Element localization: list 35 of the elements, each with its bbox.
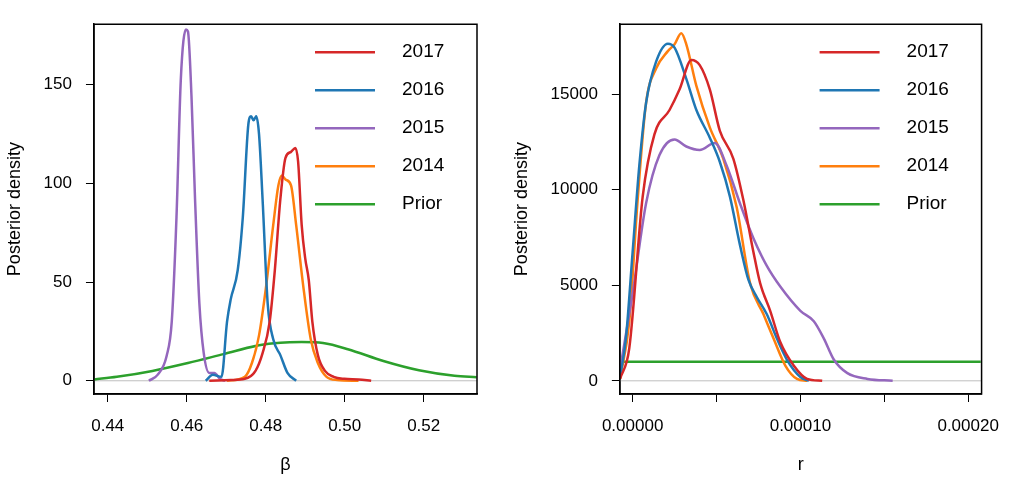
x-axis-title: r: [797, 454, 804, 475]
legend-label: Prior: [402, 192, 443, 214]
x-tick-label: 0.50: [328, 415, 362, 435]
x-tick-label: 0.00010: [769, 415, 832, 435]
x-tick-label: 0.46: [170, 415, 204, 435]
legend-label: 2014: [402, 154, 445, 176]
x-tick-label: 0.00020: [937, 415, 999, 435]
y-tick-label: 0: [588, 370, 598, 390]
legend-label: 2016: [906, 78, 949, 100]
x-tick-label: 0.44: [91, 415, 125, 435]
x-axis-title: β: [280, 454, 291, 475]
x-tick-label: 0.00000: [601, 415, 664, 435]
legend-label: 2015: [906, 116, 949, 138]
y-axis-title: Posterior density: [3, 142, 24, 277]
y-axis-title: Posterior density: [510, 142, 531, 277]
y-tick-label: 10000: [550, 179, 598, 199]
legend-label: Prior: [906, 192, 948, 214]
line-series: [225, 174, 360, 383]
y-tick-label: 150: [43, 74, 72, 94]
line-series: [93, 340, 477, 381]
legend-label: 2014: [906, 154, 950, 176]
y-tick-label: 100: [43, 173, 72, 193]
x-tick-label: 0.52: [407, 415, 441, 435]
line-series: [147, 28, 227, 383]
y-tick-label: 50: [53, 271, 72, 291]
y-tick-label: 5000: [560, 274, 598, 294]
legend-label: 2015: [402, 116, 445, 138]
legend-label: 2017: [906, 40, 949, 62]
legend-label: 2017: [402, 40, 445, 62]
line-series: [208, 146, 373, 383]
legend-label: 2016: [402, 78, 445, 100]
x-tick-label: 0.48: [249, 415, 283, 435]
y-tick-label: 0: [62, 370, 72, 390]
line-series: [204, 115, 298, 383]
y-tick-label: 15000: [550, 83, 598, 103]
